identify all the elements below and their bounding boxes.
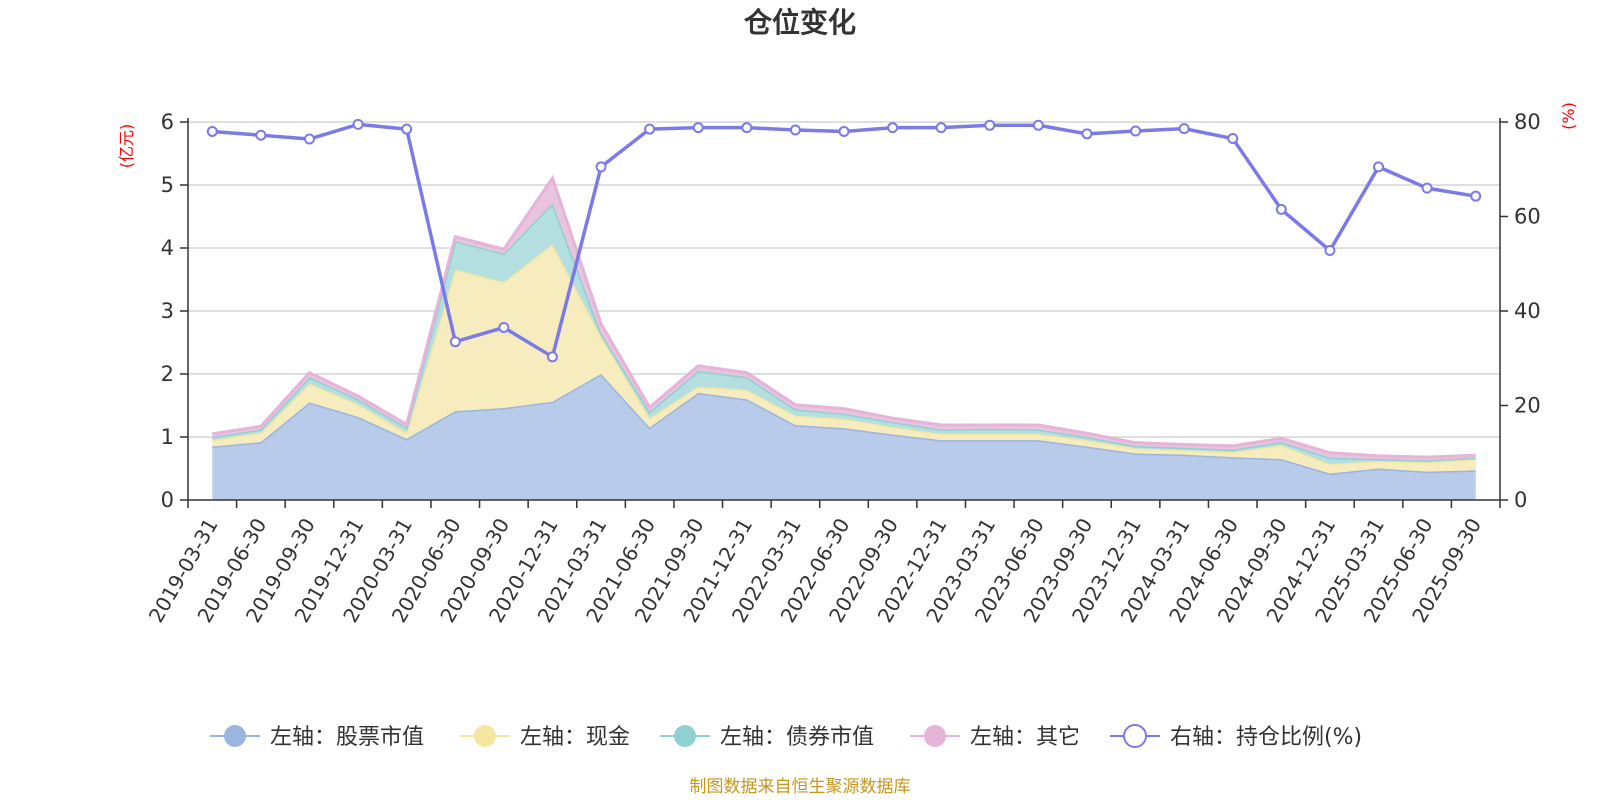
ratio-point — [546, 351, 558, 363]
ratio-point — [1421, 182, 1433, 194]
ratio-point — [935, 122, 947, 134]
ratio-point — [1178, 123, 1190, 135]
left-axis-tick-label: 0 — [161, 488, 174, 512]
ratio-point — [984, 119, 996, 131]
ratio-point — [692, 122, 704, 134]
ratio-point — [498, 322, 510, 334]
legend-swatch-dot — [224, 725, 246, 747]
right-axis-tick-label: 60 — [1514, 205, 1541, 229]
grid-lines — [188, 121, 1500, 438]
legend-label: 左轴：债券市值 — [720, 725, 874, 750]
legend-swatch-dot — [924, 725, 946, 747]
legend-label: 左轴：股票市值 — [270, 725, 424, 750]
right-axis-tick-label: 20 — [1514, 394, 1541, 418]
ratio-point — [644, 123, 656, 135]
ratio-point — [401, 123, 413, 135]
right-axis-tick-label: 80 — [1514, 110, 1541, 134]
left-axis-tick-label: 6 — [161, 110, 174, 134]
ratio-point — [1032, 119, 1044, 131]
area-edge — [212, 174, 1476, 459]
x-axis-ticks: 2019-03-312019-06-302019-09-302019-12-31… — [144, 514, 1486, 627]
ratio-point — [1373, 161, 1385, 173]
chart-title: 仓位变化 — [744, 6, 856, 39]
ratio-point — [255, 129, 267, 141]
legend-label: 右轴：持仓比例(%) — [1170, 725, 1362, 750]
ratio-point — [838, 125, 850, 137]
right-axis-tick-label: 0 — [1514, 488, 1527, 512]
left-axis-tick-label: 2 — [161, 362, 174, 386]
ratio-point — [1324, 245, 1336, 257]
ratio-point — [887, 122, 899, 134]
stacked-areas — [212, 174, 1476, 500]
legend: 左轴：股票市值 左轴：现金 左轴：债券市值 左轴：其它 右轴：持仓比例(%) — [210, 724, 1362, 750]
ratio-point — [449, 336, 461, 348]
legend-swatch-dot — [1123, 724, 1147, 748]
ratio-point — [1470, 190, 1482, 202]
legend-label: 左轴：现金 — [520, 725, 630, 750]
legend-swatch-dot — [474, 725, 496, 747]
left-axis-ticks: 0 1 2 3 4 5 6 — [161, 110, 188, 512]
source-note: 制图数据来自恒生聚源数据库 — [690, 777, 911, 797]
left-axis-tick-label: 1 — [161, 425, 174, 449]
ratio-point — [789, 124, 801, 136]
right-axis-tick-label: 40 — [1514, 299, 1541, 323]
ratio-point — [303, 133, 315, 145]
ratio-point — [1081, 128, 1093, 140]
ratio-point — [1275, 203, 1287, 215]
ratio-point — [1130, 125, 1142, 137]
legend-swatch-dot — [674, 725, 696, 747]
ratio-point — [352, 118, 364, 130]
right-axis-ticks: 0 20 40 60 80 — [1500, 110, 1541, 512]
ratio-point — [595, 161, 607, 173]
left-axis-unit: (亿元) — [117, 124, 136, 169]
ratio-point — [206, 125, 218, 137]
area-band — [212, 244, 1476, 474]
ratio-point — [1227, 133, 1239, 145]
left-axis-tick-label: 3 — [161, 299, 174, 323]
left-axis-tick-label: 5 — [161, 173, 174, 197]
right-axis-unit: (%) — [1559, 102, 1578, 130]
legend-label: 左轴：其它 — [970, 725, 1080, 750]
left-axis-tick-label: 4 — [161, 236, 174, 260]
ratio-point — [741, 122, 753, 134]
position-ratio-line — [206, 118, 1482, 363]
ratio-line — [212, 122, 1476, 360]
